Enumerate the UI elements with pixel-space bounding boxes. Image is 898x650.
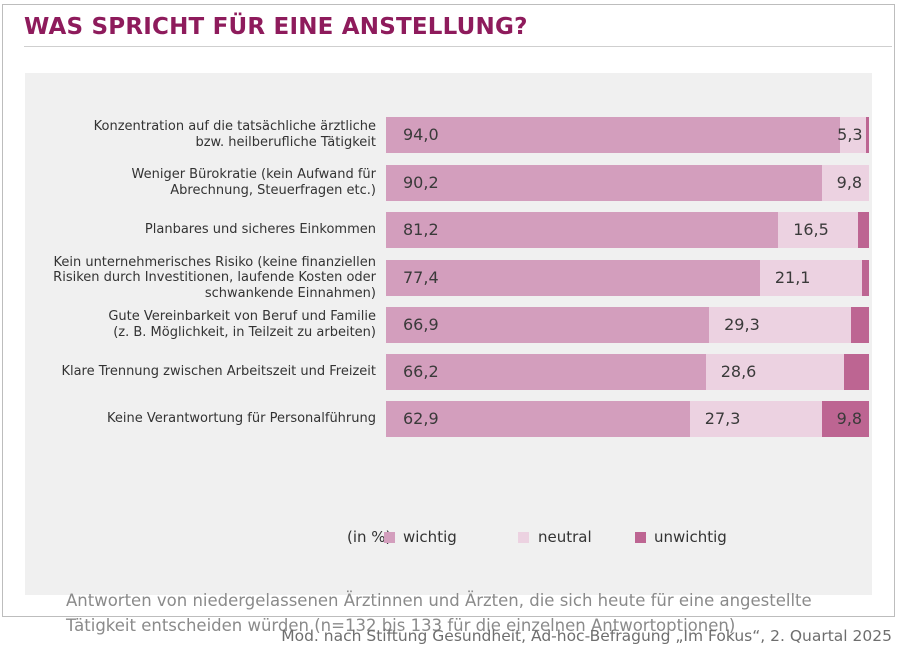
category-label-line: schwankende Einnahmen)	[204, 285, 376, 301]
bar-segment-wichtig: 77,4	[386, 260, 760, 296]
data-label: 27,3	[704, 409, 741, 428]
data-label: 94,0	[403, 125, 439, 144]
bar-segment-unwichtig	[850, 307, 869, 343]
data-label: 9,8	[836, 173, 863, 192]
category-label: Gute Vereinbarkeit von Beruf und Familie…	[25, 309, 376, 340]
data-label: 77,4	[403, 268, 439, 287]
data-label: 21,1	[774, 268, 811, 287]
chart-panel: Konzentration auf die tatsächliche ärztl…	[25, 73, 872, 635]
category-label-line: Konzentration auf die tatsächliche ärztl…	[93, 119, 376, 135]
bar-segment-neutral: 9,8	[821, 165, 869, 201]
bar-segment-wichtig: 90,2	[386, 165, 822, 201]
page-title: WAS SPRICHT FÜR EINE ANSTELLUNG?	[24, 14, 528, 40]
category-label: Klare Trennung zwischen Arbeitszeit und …	[25, 364, 376, 380]
data-label: 29,3	[724, 315, 760, 334]
category-label-line: Planbares und sicheres Einkommen	[144, 222, 376, 238]
bar-segment-neutral: 5,3	[837, 117, 866, 153]
bar-segment-wichtig: 66,2	[386, 354, 706, 390]
bar-segment-wichtig: 94,0	[386, 117, 841, 153]
bar-segment-wichtig: 66,9	[386, 307, 710, 343]
data-label: 66,9	[403, 315, 439, 334]
title-divider	[24, 46, 892, 47]
category-label-line: Keine Verantwortung für Personalführung	[107, 411, 376, 427]
bar-segment-unwichtig: 9,8	[821, 401, 869, 437]
bar-segment-neutral: 16,5	[778, 212, 858, 248]
bar-segment-unwichtig	[843, 354, 869, 390]
category-label-line: Gute Vereinbarkeit von Beruf und Familie	[108, 309, 376, 325]
data-label: 62,9	[403, 409, 439, 428]
legend-label-neutral: neutral	[538, 528, 592, 546]
bar-segment-unwichtig	[861, 260, 869, 296]
legend-swatch-wichtig	[384, 532, 395, 543]
legend-unit-label: (in %)	[347, 528, 392, 546]
category-label: Planbares und sicheres Einkommen	[25, 222, 376, 238]
bar-segment-neutral: 29,3	[709, 307, 851, 343]
bar-segment-neutral: 21,1	[759, 260, 862, 296]
legend-swatch-neutral	[518, 532, 529, 543]
category-label-line: Klare Trennung zwischen Arbeitszeit und …	[61, 364, 376, 380]
category-label-line: Kein unternehmerisches Risiko (keine fin…	[53, 254, 376, 270]
source-credit: Mod. nach Stiftung Gesundheit, Ad-hoc-Be…	[281, 627, 892, 645]
category-label-line: Abrechnung, Steuerfragen etc.)	[170, 182, 376, 198]
data-label: 66,2	[403, 362, 439, 381]
data-label: 90,2	[403, 173, 439, 192]
legend-label-wichtig: wichtig	[403, 528, 457, 546]
bar-segment-unwichtig	[865, 117, 869, 153]
data-label: 81,2	[403, 220, 439, 239]
category-label-line: (z. B. Möglichkeit, in Teilzeit zu arbei…	[113, 324, 376, 340]
category-label-line: bzw. heilberufliche Tätigkeit	[195, 134, 376, 150]
chart-note: Antworten von niedergelassenen Ärztinnen…	[66, 591, 812, 635]
data-label: 28,6	[720, 362, 757, 381]
category-label: Weniger Bürokratie (kein Aufwand für Abre…	[25, 167, 377, 198]
bar-segment-wichtig: 81,2	[386, 212, 779, 248]
bar-segment-unwichtig	[857, 212, 869, 248]
category-label: Kein unternehmerisches Risiko (keine fin…	[25, 255, 376, 302]
bar-segment-neutral: 28,6	[705, 354, 844, 390]
category-label: Keine Verantwortung für Personalführung	[25, 411, 376, 427]
data-label: 5,3	[837, 125, 863, 144]
category-label-line: Risiken durch Investitionen, laufende Ko…	[53, 270, 376, 286]
legend-label-unwichtig: unwichtig	[654, 528, 727, 546]
legend-swatch-unwichtig	[635, 532, 646, 543]
category-label: Konzentration auf die tatsächliche ärztl…	[25, 119, 376, 150]
bar-segment-neutral: 27,3	[689, 401, 822, 437]
data-label: 9,8	[836, 409, 863, 428]
bar-segment-wichtig: 62,9	[386, 401, 690, 437]
data-label: 16,5	[793, 220, 829, 239]
category-label-line: Weniger Bürokratie (kein Aufwand für	[131, 167, 377, 183]
